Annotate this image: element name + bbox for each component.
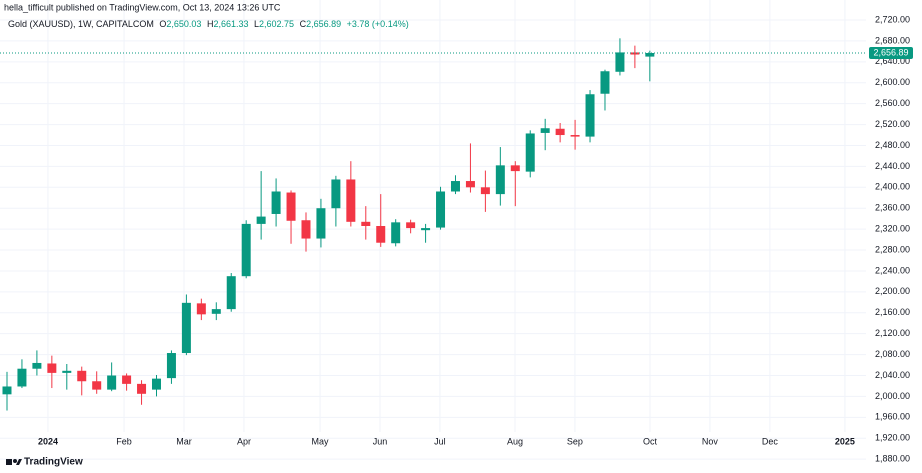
candle-body <box>525 133 535 172</box>
candle-body <box>32 362 42 369</box>
y-tick-label: 2,280.00 <box>875 244 910 254</box>
x-tick-label: Apr <box>237 436 251 446</box>
candle-body <box>585 94 595 137</box>
candle-body <box>421 228 431 231</box>
x-tick-label: 2025 <box>835 436 855 446</box>
y-tick-label: 2,600.00 <box>875 77 910 87</box>
legend: Gold (XAUUSD), 1W, CAPITALCOM O2,650.03 … <box>8 19 409 29</box>
open-value: 2,650.03 <box>166 19 201 29</box>
candle-body <box>316 208 326 239</box>
candle-body <box>47 363 57 373</box>
tv-logo <box>6 459 22 465</box>
candle-body <box>77 370 87 382</box>
change: +3.78 (+0.14%) <box>347 19 409 29</box>
candle-body <box>630 52 640 55</box>
x-tick-label: 2024 <box>38 436 58 446</box>
candle-body <box>181 302 191 354</box>
y-tick-label: 2,720.00 <box>875 14 910 24</box>
candle-body <box>17 368 27 387</box>
y-tick-label: 2,560.00 <box>875 98 910 108</box>
candle-body <box>510 165 520 172</box>
y-tick-label: 2,640.00 <box>875 56 910 66</box>
candle-body <box>450 181 460 192</box>
y-tick-label: 1,880.00 <box>875 454 910 464</box>
candle-body <box>122 375 132 384</box>
close-value: 2,656.89 <box>306 19 341 29</box>
low-label: L <box>254 19 259 29</box>
high-value: 2,661.33 <box>213 19 248 29</box>
candle-body <box>570 135 580 137</box>
candle-body <box>2 386 12 395</box>
candle-body <box>211 309 221 314</box>
y-tick-label: 2,000.00 <box>875 391 910 401</box>
x-tick-label: Feb <box>116 436 132 446</box>
y-tick-label: 2,320.00 <box>875 224 910 234</box>
close-label: C <box>300 19 307 29</box>
y-tick-label: 2,400.00 <box>875 182 910 192</box>
x-tick-label: Oct <box>643 436 658 446</box>
candle-body <box>226 276 236 310</box>
y-tick-label: 1,920.00 <box>875 433 910 443</box>
last-price-tag <box>869 47 913 60</box>
candle-body <box>465 181 475 188</box>
candle-body <box>286 192 296 221</box>
candle-body <box>62 370 72 373</box>
last-price-label: 2,656.89 <box>873 47 908 57</box>
x-tick-label: Mar <box>176 436 192 446</box>
x-tick-label: May <box>312 436 330 446</box>
x-tick-label: Jun <box>373 436 388 446</box>
y-tick-label: 2,360.00 <box>875 203 910 213</box>
y-tick-label: 2,120.00 <box>875 328 910 338</box>
candle-body <box>331 179 341 209</box>
candle-body <box>271 191 281 214</box>
candle-body <box>346 179 356 222</box>
y-tick-label: 2,040.00 <box>875 370 910 380</box>
candle-body <box>391 222 401 244</box>
candle-body <box>256 216 266 224</box>
y-tick-label: 2,480.00 <box>875 140 910 150</box>
candle-body <box>645 53 655 57</box>
candle-body <box>241 223 251 277</box>
candle-body <box>555 128 565 136</box>
candle-body <box>495 165 505 195</box>
high-label: H <box>207 19 214 29</box>
y-tick-label: 2,240.00 <box>875 265 910 275</box>
publish-header: hella_tifficult published on TradingView… <box>4 2 281 12</box>
x-tick-label: Aug <box>507 436 523 446</box>
y-tick-label: 2,080.00 <box>875 349 910 359</box>
candle-body <box>540 128 550 133</box>
x-tick-label: Dec <box>762 436 779 446</box>
candle-body <box>166 353 176 379</box>
y-tick-label: 1,960.00 <box>875 412 910 422</box>
x-tick-label: Sep <box>567 436 583 446</box>
candle-body <box>436 191 446 228</box>
candle-body <box>600 71 610 94</box>
candle-body <box>137 383 147 394</box>
candle-body <box>361 221 371 226</box>
candle-body <box>406 222 416 229</box>
footer-brand: TradingView <box>24 457 83 468</box>
y-tick-label: 2,440.00 <box>875 161 910 171</box>
y-tick-label: 2,520.00 <box>875 119 910 129</box>
candle-body <box>301 220 311 239</box>
candle-body <box>615 52 625 72</box>
y-tick-label: 2,160.00 <box>875 307 910 317</box>
candle-body <box>151 378 161 390</box>
low-value: 2,602.75 <box>259 19 294 29</box>
open-label: O <box>159 19 166 29</box>
candle-body <box>107 375 117 390</box>
candle-body <box>196 303 206 315</box>
y-tick-label: 2,200.00 <box>875 286 910 296</box>
candle-body <box>92 381 102 390</box>
candle-body <box>376 225 386 243</box>
y-tick-label: 2,680.00 <box>875 35 910 45</box>
x-tick-label: Jul <box>434 436 446 446</box>
symbol: Gold (XAUUSD), 1W, CAPITALCOM <box>8 19 154 29</box>
x-tick-label: Nov <box>702 436 719 446</box>
candle-body <box>480 187 490 195</box>
